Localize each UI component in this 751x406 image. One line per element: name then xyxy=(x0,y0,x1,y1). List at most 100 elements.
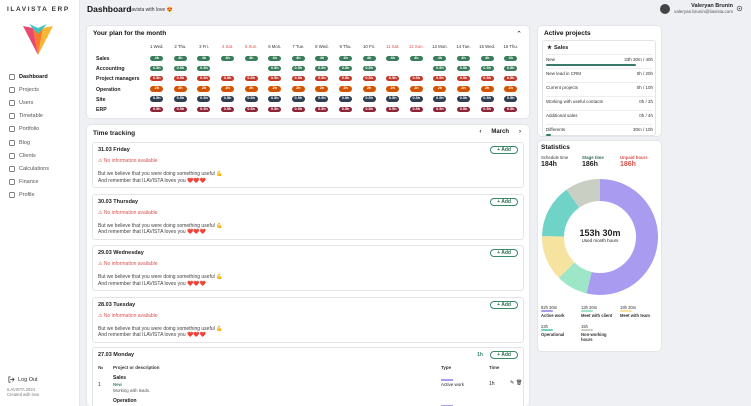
plan-hours-badge[interactable]: 0.5h xyxy=(150,106,164,112)
plan-hours-badge[interactable]: 4h xyxy=(173,55,187,61)
plan-hours-badge[interactable]: 4h xyxy=(504,55,518,61)
plan-hours-badge[interactable]: 0.5h xyxy=(480,96,494,102)
plan-hours-badge[interactable]: 0.5h xyxy=(197,96,211,102)
add-entry-button[interactable]: + Add xyxy=(490,197,518,206)
plan-hours-badge[interactable]: 0.5h xyxy=(291,96,305,102)
sidebar-item-calculations[interactable]: Calculations xyxy=(5,162,77,175)
plan-hours-badge[interactable]: 0.5h xyxy=(504,75,518,82)
plan-hours-badge[interactable]: 2h xyxy=(315,86,329,92)
plan-hours-badge[interactable]: 2h xyxy=(433,86,447,92)
plan-hours-badge[interactable]: 2h xyxy=(150,86,164,92)
next-month-icon[interactable]: › xyxy=(519,129,521,135)
avatar[interactable] xyxy=(660,3,671,14)
plan-hours-badge[interactable]: 4h xyxy=(362,55,376,61)
plan-hours-badge[interactable]: 0.5h xyxy=(433,65,447,72)
plan-hours-badge[interactable]: 0.5h xyxy=(291,106,305,112)
plan-hours-badge[interactable]: 2h xyxy=(291,86,305,92)
plan-hours-badge[interactable]: 0.5h xyxy=(244,106,258,112)
plan-hours-badge[interactable]: 0.5h xyxy=(150,75,164,82)
trash-icon[interactable]: 🗑 xyxy=(516,380,523,386)
donut-slice[interactable] xyxy=(542,236,575,278)
plan-hours-badge[interactable]: 2h xyxy=(173,86,187,92)
gear-icon[interactable] xyxy=(736,5,743,12)
plan-hours-badge[interactable]: 4h xyxy=(197,55,211,61)
add-entry-button[interactable]: + Add xyxy=(490,351,518,359)
plan-hours-badge[interactable]: 4h xyxy=(268,55,282,61)
project-stage-row[interactable]: New 33h 30m / 40h xyxy=(546,54,653,67)
add-entry-button[interactable]: + Add xyxy=(490,146,518,154)
sidebar-item-dashboard[interactable]: Dashboard xyxy=(5,70,77,83)
sidebar-item-timetable[interactable]: Timetable xyxy=(5,110,77,123)
donut-slice[interactable] xyxy=(586,179,658,295)
plan-hours-badge[interactable]: 2h xyxy=(268,86,282,92)
plan-hours-badge[interactable]: 0.5h xyxy=(221,106,235,112)
plan-hours-badge[interactable]: 2h xyxy=(197,86,211,92)
plan-hours-badge[interactable]: 2h xyxy=(386,86,400,92)
plan-hours-badge[interactable]: 0.5h xyxy=(362,75,376,82)
plan-hours-badge[interactable]: 4h xyxy=(315,55,329,61)
plan-hours-badge[interactable]: 4h xyxy=(386,55,400,61)
plan-hours-badge[interactable]: 0.5h xyxy=(362,106,376,112)
plan-hours-badge[interactable]: 4h xyxy=(244,55,258,61)
plan-hours-badge[interactable]: 0.5h xyxy=(268,106,282,112)
plan-hours-badge[interactable]: 0.5h xyxy=(150,65,164,72)
plan-hours-badge[interactable]: 0.5h xyxy=(268,65,282,72)
plan-hours-badge[interactable]: 4h xyxy=(480,55,494,61)
sidebar-item-projects[interactable]: Projects xyxy=(5,83,77,96)
plan-hours-badge[interactable]: 0.5h xyxy=(362,65,376,72)
plan-hours-badge[interactable]: 2h xyxy=(409,86,423,92)
plan-hours-badge[interactable]: 0.5h xyxy=(339,96,353,102)
plan-hours-badge[interactable]: 0.5h xyxy=(291,75,305,82)
plan-hours-badge[interactable]: 0.5h xyxy=(386,106,400,112)
plan-hours-badge[interactable]: 4h xyxy=(221,55,235,61)
plan-hours-badge[interactable]: 2h xyxy=(504,86,518,92)
plan-hours-badge[interactable]: 0.5h xyxy=(480,75,494,82)
plan-hours-badge[interactable]: 2h xyxy=(362,86,376,92)
plan-hours-badge[interactable]: 0.5h xyxy=(339,65,353,72)
plan-hours-badge[interactable]: 4h xyxy=(457,55,471,61)
plan-hours-badge[interactable]: 0.5h xyxy=(221,96,235,102)
sidebar-item-portfolio[interactable]: Portfolio xyxy=(5,123,77,136)
add-entry-button[interactable]: + Add xyxy=(490,300,518,309)
donut-slice[interactable] xyxy=(566,179,600,208)
plan-hours-badge[interactable]: 0.5h xyxy=(173,106,187,112)
plan-hours-badge[interactable]: 0.5h xyxy=(504,65,518,72)
plan-hours-badge[interactable]: 0.5h xyxy=(433,75,447,82)
plan-hours-badge[interactable]: 0.5h xyxy=(480,106,494,112)
plan-hours-badge[interactable]: 4h xyxy=(150,55,164,61)
sidebar-item-clients[interactable]: Clients xyxy=(5,149,77,162)
plan-hours-badge[interactable]: 0.5h xyxy=(315,65,329,72)
plan-hours-badge[interactable]: 0.5h xyxy=(197,106,211,112)
plan-hours-badge[interactable]: 0.5h xyxy=(409,106,423,112)
sidebar-item-profile[interactable]: Profile xyxy=(5,189,77,202)
plan-hours-badge[interactable]: 0.5h xyxy=(433,106,447,112)
plan-hours-badge[interactable]: 0.5h xyxy=(457,65,471,72)
sidebar-item-users[interactable]: Users xyxy=(5,96,77,109)
logout-button[interactable]: Log Out xyxy=(8,376,38,383)
plan-hours-badge[interactable]: 2h xyxy=(480,86,494,92)
add-entry-button[interactable]: + Add xyxy=(490,249,518,257)
plan-hours-badge[interactable]: 0.5h xyxy=(504,106,518,112)
plan-hours-badge[interactable]: 0.5h xyxy=(362,96,376,102)
plan-hours-badge[interactable]: 0.5h xyxy=(244,75,258,82)
plan-hours-badge[interactable]: 0.5h xyxy=(150,96,164,102)
project-box[interactable]: ★ Sales New 33h 30m / 40h New lead in CRM 0… xyxy=(542,40,656,136)
plan-hours-badge[interactable]: 0.5h xyxy=(457,96,471,102)
donut-slice[interactable] xyxy=(542,189,580,237)
plan-hours-badge[interactable]: 0.5h xyxy=(173,65,187,72)
plan-hours-badge[interactable]: 2h xyxy=(244,86,258,92)
edit-icon[interactable]: ✎ xyxy=(510,380,515,386)
project-stage-row[interactable]: Additional sales 0h / 4h xyxy=(546,110,653,123)
plan-hours-badge[interactable]: 0.5h xyxy=(197,65,211,72)
plan-hours-badge[interactable]: 0.5h xyxy=(409,75,423,82)
sidebar-item-finance[interactable]: Finance xyxy=(5,176,77,189)
project-stage-row[interactable]: Differents 30m / 10h xyxy=(546,124,653,136)
plan-hours-badge[interactable]: 0.5h xyxy=(197,75,211,82)
plan-hours-badge[interactable]: 0.5h xyxy=(457,75,471,82)
plan-hours-badge[interactable]: 0.5h xyxy=(315,75,329,82)
plan-hours-badge[interactable]: 4h xyxy=(433,55,447,61)
plan-hours-badge[interactable]: 0.5h xyxy=(504,96,518,102)
project-stage-row[interactable]: New lead in CRM 0h / 20h xyxy=(546,68,653,81)
project-stage-row[interactable]: Current projects 0h / 10h xyxy=(546,82,653,95)
project-stage-row[interactable]: Working with useful contacts 0h / 2h xyxy=(546,96,653,109)
